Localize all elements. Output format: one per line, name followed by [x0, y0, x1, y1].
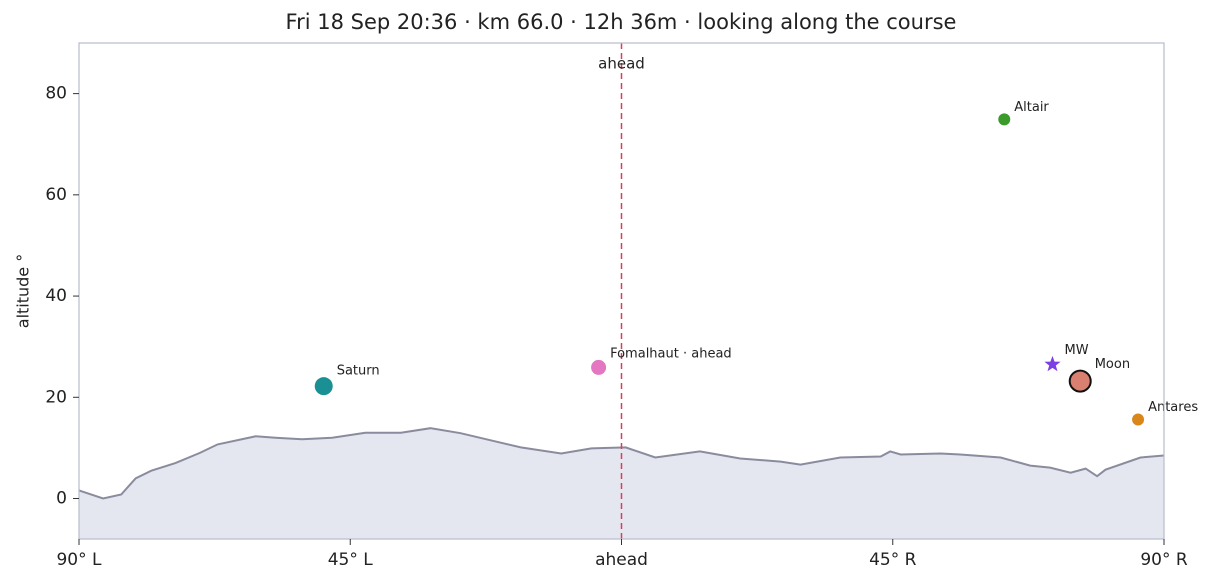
object-label: Fomalhaut · ahead [610, 346, 732, 361]
object-label: Altair [1014, 100, 1049, 115]
x-tick-label: 90° L [56, 550, 102, 570]
object-marker [591, 359, 607, 375]
object-label: MW [1064, 343, 1088, 358]
object-marker [1132, 413, 1145, 426]
chart-title: Fri 18 Sep 20:36 · km 66.0 · 12h 36m · l… [286, 10, 957, 34]
object-marker [314, 377, 333, 396]
horizon-line [78, 427, 1165, 500]
x-tick-label: 45° R [869, 550, 917, 570]
y-axis-label: altitude ° [14, 254, 33, 328]
y-tick-label: 60 [45, 185, 67, 205]
y-tick-label: 80 [45, 84, 67, 104]
x-tick-label: 45° L [328, 550, 374, 570]
y-tick-label: 20 [45, 387, 67, 407]
x-tick-label: 90° R [1140, 550, 1188, 570]
object-marker [1068, 369, 1092, 393]
y-tick-label: 40 [45, 286, 67, 306]
y-tick-label: 0 [56, 489, 67, 509]
object-label: Saturn [337, 364, 380, 379]
reference-label: ahead [598, 55, 645, 73]
object-marker [998, 113, 1011, 126]
x-tick-label: ahead [595, 550, 648, 570]
object-marker [1044, 355, 1061, 372]
object-label: Antares [1148, 400, 1198, 415]
object-label: Moon [1095, 357, 1130, 372]
